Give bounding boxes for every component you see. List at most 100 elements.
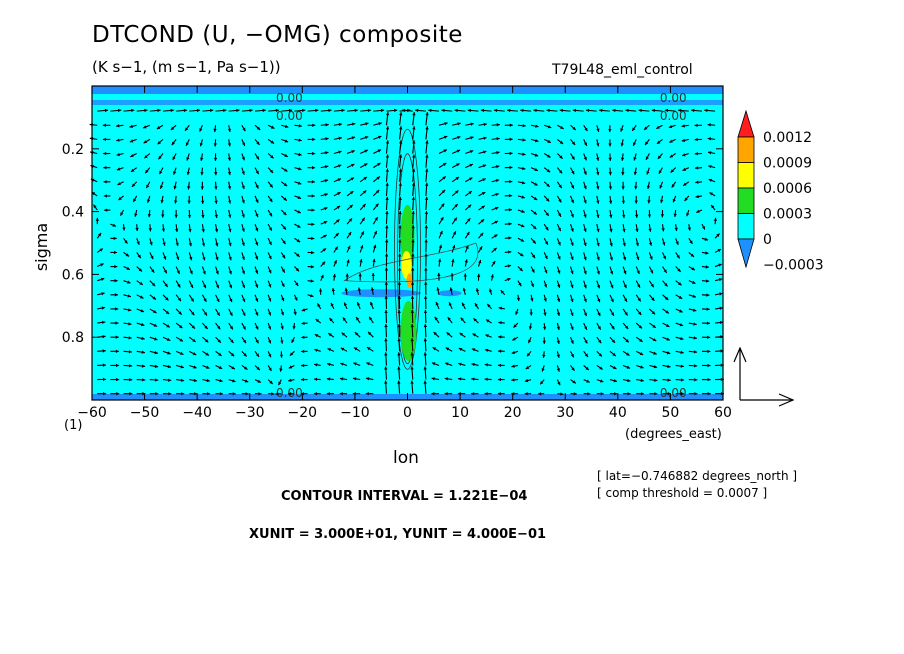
wind-vector [556, 266, 561, 274]
wind-vector [280, 223, 287, 230]
wind-vector [200, 181, 205, 190]
wind-vector [241, 252, 245, 261]
wind-vector [517, 181, 526, 185]
negative-patch-left [341, 289, 422, 298]
wind-vector [583, 308, 588, 317]
x-tick-label: −30 [235, 405, 265, 421]
wind-vector [498, 349, 505, 353]
wind-vector [556, 195, 562, 203]
wind-vector [415, 108, 426, 113]
wind-vector [329, 317, 335, 324]
wind-vector [714, 263, 722, 268]
wind-vector [97, 306, 106, 310]
wind-vector [438, 189, 446, 197]
wind-vector [254, 124, 261, 131]
wind-vector [313, 392, 321, 396]
wind-vector [366, 362, 374, 366]
wind-vector [368, 316, 374, 324]
wind-vector [622, 224, 626, 233]
wind-vector [491, 220, 499, 225]
wind-vector [241, 308, 246, 317]
wind-vector [530, 280, 535, 288]
wind-vector [301, 377, 308, 382]
contour-label: 0.00 [660, 109, 687, 123]
wind-vector [281, 108, 293, 113]
x-tick-label: 30 [556, 405, 574, 421]
wind-vector [609, 294, 614, 303]
wind-vector [97, 349, 106, 353]
wind-vector [486, 303, 493, 310]
wind-vector [254, 294, 259, 302]
wind-vector [346, 204, 354, 211]
wind-vector [520, 108, 532, 113]
wind-vector [373, 135, 382, 140]
wind-vector [326, 377, 334, 381]
x-tick-label: 60 [714, 405, 732, 421]
wind-vector [307, 222, 315, 226]
wind-vector [123, 336, 132, 340]
wind-vector [254, 392, 262, 396]
wind-vector [346, 122, 356, 126]
wind-vector [162, 252, 167, 260]
wind-vector [373, 162, 381, 169]
wind-vector [517, 123, 526, 128]
wind-vector [346, 218, 353, 225]
wind-vector [136, 350, 146, 354]
wind-vector [227, 181, 232, 190]
wind-vector [498, 306, 505, 310]
wind-vector [254, 379, 262, 384]
wind-vector [346, 259, 350, 267]
wind-vector [267, 195, 273, 203]
wind-vector [384, 281, 388, 295]
wind-vector [294, 152, 302, 157]
wind-vector [478, 218, 485, 225]
wind-vector [410, 295, 415, 309]
wind-vector [649, 392, 658, 396]
wind-vector [438, 149, 448, 155]
wind-vector [484, 392, 492, 396]
wind-vector [583, 124, 588, 132]
wind-vector [517, 166, 526, 171]
heating-region-peak [406, 273, 413, 288]
wind-vector [110, 236, 117, 241]
wind-vector [511, 364, 519, 368]
wind-vector [215, 378, 223, 383]
wind-vector [241, 224, 245, 232]
contour-label: 0.00 [276, 109, 303, 123]
wind-vector [478, 178, 487, 183]
negative-patch-right [437, 290, 462, 297]
wind-vector [397, 281, 402, 295]
wind-vector [465, 122, 474, 126]
wind-vector [583, 365, 590, 371]
wind-vector [645, 153, 650, 161]
wind-vector [662, 238, 666, 246]
wind-vector [162, 336, 171, 342]
wind-vector [662, 308, 670, 314]
wind-vector [202, 350, 210, 356]
wind-vector [471, 362, 479, 367]
wind-vector [294, 237, 301, 243]
wind-vector [714, 277, 723, 282]
wind-vector [497, 377, 505, 382]
wind-vector [450, 273, 454, 281]
wind-vector [674, 224, 678, 232]
wind-vector [478, 191, 486, 197]
wind-vector [346, 190, 354, 197]
wind-vector [491, 165, 500, 169]
wind-vector [254, 280, 259, 288]
wind-vector [110, 335, 119, 339]
wind-vector [424, 225, 428, 239]
wind-vector [346, 177, 355, 183]
x-tick-label: 50 [662, 405, 680, 421]
wind-vector [199, 139, 203, 147]
wind-vector [188, 266, 193, 275]
wind-vector [123, 378, 133, 382]
wind-vector [649, 378, 658, 382]
wind-vector [444, 392, 453, 396]
wind-vector [701, 349, 711, 354]
wind-vector [424, 239, 428, 253]
wind-vector [660, 210, 665, 218]
wind-vector [596, 224, 600, 233]
wind-vector [227, 167, 232, 176]
wind-vector [465, 163, 474, 169]
